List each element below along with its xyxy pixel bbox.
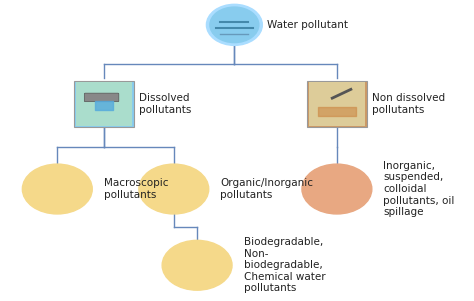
Ellipse shape [162,240,232,290]
FancyBboxPatch shape [84,93,119,102]
Text: Dissolved
pollutants: Dissolved pollutants [139,93,191,115]
Ellipse shape [206,4,262,45]
Ellipse shape [22,164,92,214]
FancyBboxPatch shape [73,81,134,127]
FancyBboxPatch shape [307,81,367,127]
Ellipse shape [139,164,209,214]
FancyBboxPatch shape [76,82,132,126]
FancyBboxPatch shape [309,82,365,126]
Text: Water pollutant: Water pollutant [267,20,348,30]
Ellipse shape [302,164,372,214]
Ellipse shape [209,6,260,43]
Text: Biodegradable,
Non-
biodegradable,
Chemical water
pollutants: Biodegradable, Non- biodegradable, Chemi… [244,237,325,293]
Text: Organic/Inorganic
pollutants: Organic/Inorganic pollutants [220,178,313,200]
Text: Macroscopic
pollutants: Macroscopic pollutants [104,178,168,200]
Text: Inorganic,
suspended,
colloidal
pollutants, oil
spillage: Inorganic, suspended, colloidal pollutan… [383,161,455,217]
Text: Non dissolved
pollutants: Non dissolved pollutants [372,93,445,115]
